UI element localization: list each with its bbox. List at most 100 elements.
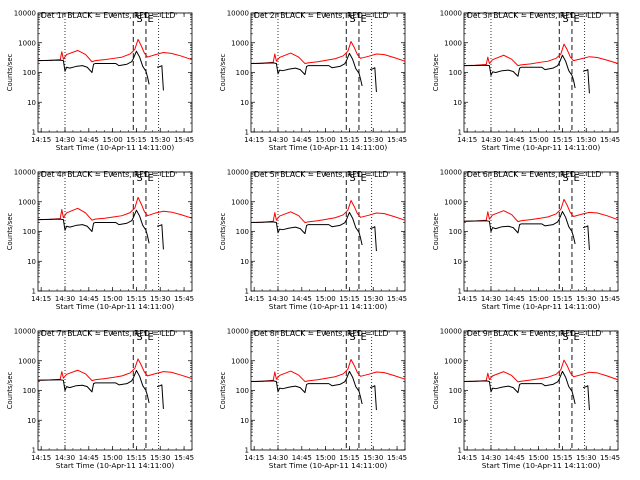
x-axis-label: Start Time (10-Apr-11 14:11:00) — [269, 143, 388, 152]
series-red-line — [37, 196, 193, 221]
panel-title: Det 7r BLACK = Events, RED = LLD — [41, 329, 176, 338]
event-marker-e: E — [148, 173, 154, 184]
y-tick-label: 10000 — [440, 169, 462, 177]
panel-title: Det 1r BLACK = Events, RED = LLD — [41, 11, 176, 20]
x-tick-label: 15:45 — [600, 454, 620, 462]
y-tick-label: 100 — [236, 228, 249, 236]
x-tick-label: 15:00 — [103, 136, 123, 144]
event-marker-s: S — [349, 332, 355, 343]
panel-title: Det 6r BLACK = Events, RED = LLD — [467, 170, 602, 179]
x-tick-label: 15:30 — [576, 136, 596, 144]
y-tick-label: 10000 — [440, 10, 462, 18]
event-marker-e: E — [148, 14, 154, 25]
series-black-line — [37, 209, 164, 250]
detector-panel-9: Det 9r BLACK = Events, RED = LLD 1 10 100 10… — [432, 328, 620, 471]
x-tick-label: 15:15 — [339, 454, 359, 462]
x-tick-label: 15:15 — [339, 295, 359, 303]
x-axis-label: Start Time (10-Apr-11 14:11:00) — [482, 143, 601, 152]
x-tick-label: 15:45 — [600, 295, 620, 303]
x-tick-label: 15:00 — [529, 454, 549, 462]
plot-frame — [463, 12, 619, 133]
x-tick-label: 15:15 — [126, 454, 146, 462]
x-tick-label: 14:15 — [31, 454, 51, 462]
plot-frame — [250, 330, 406, 451]
x-tick-label: 14:45 — [292, 454, 312, 462]
series-black-line — [250, 211, 377, 252]
x-tick-label: 14:30 — [55, 136, 75, 144]
y-tick-label: 10 — [27, 417, 36, 425]
event-marker-e: E — [574, 173, 580, 184]
y-tick-label: 100 — [23, 69, 36, 77]
x-tick-label: 14:30 — [481, 136, 501, 144]
x-tick-label: 15:30 — [363, 295, 383, 303]
panel-title: Det 2r BLACK = Events, RED = LLD — [254, 11, 389, 20]
x-tick-label: 14:45 — [505, 136, 525, 144]
y-tick-label: 100 — [236, 387, 249, 395]
x-tick-label: 14:30 — [268, 136, 288, 144]
y-axis-label: Counts/sec — [432, 54, 440, 92]
x-tick-label: 15:15 — [126, 136, 146, 144]
x-tick-label: 15:00 — [529, 136, 549, 144]
series-red-line — [37, 38, 193, 63]
x-tick-label: 15:00 — [316, 136, 336, 144]
series-black-line — [250, 52, 377, 93]
y-tick-label: 10000 — [14, 10, 36, 18]
x-tick-label: 14:15 — [31, 295, 51, 303]
x-tick-label: 14:30 — [481, 454, 501, 462]
y-tick-label: 10000 — [440, 328, 462, 336]
x-tick-label: 15:45 — [387, 454, 407, 462]
series-red-line — [463, 43, 619, 67]
x-tick-label: 14:15 — [457, 136, 477, 144]
x-axis-label: Start Time (10-Apr-11 14:11:00) — [482, 461, 601, 470]
detector-panel-7: Det 7r BLACK = Events, RED = LLD 1 10 100 10… — [6, 328, 194, 471]
plot-frame — [250, 171, 406, 292]
series-red-line — [463, 359, 619, 383]
series-black-line — [463, 370, 590, 411]
y-tick-label: 1000 — [231, 357, 249, 365]
x-axis-label: Start Time (10-Apr-11 14:11:00) — [269, 461, 388, 470]
y-axis-label: Counts/sec — [6, 54, 14, 92]
y-tick-label: 1 — [458, 288, 462, 296]
x-axis-label: Start Time (10-Apr-11 14:11:00) — [56, 461, 175, 470]
x-tick-label: 15:30 — [150, 454, 170, 462]
y-axis-label: Counts/sec — [219, 54, 227, 92]
detector-panel-1: Det 1r BLACK = Events, RED = LLD 1 10 100 10… — [6, 10, 194, 153]
x-tick-label: 15:15 — [552, 136, 572, 144]
x-tick-label: 14:45 — [79, 136, 99, 144]
x-tick-label: 15:30 — [150, 136, 170, 144]
event-marker-s: S — [562, 173, 568, 184]
x-tick-label: 15:15 — [339, 136, 359, 144]
event-marker-e: E — [361, 173, 367, 184]
x-tick-label: 14:15 — [457, 454, 477, 462]
y-tick-label: 100 — [23, 387, 36, 395]
x-tick-label: 15:00 — [103, 295, 123, 303]
detector-panel-8: Det 8r BLACK = Events, RED = LLD 1 10 100 10… — [219, 328, 407, 471]
x-tick-label: 14:30 — [55, 295, 75, 303]
x-tick-label: 14:45 — [79, 295, 99, 303]
event-marker-s: S — [349, 173, 355, 184]
detector-panel-4: Det 4r BLACK = Events, RED = LLD 1 10 100 10… — [6, 169, 194, 312]
detector-panel-6: Det 6r BLACK = Events, RED = LLD 1 10 100 10… — [432, 169, 620, 312]
y-tick-label: 100 — [449, 228, 462, 236]
y-tick-label: 1000 — [444, 39, 462, 47]
x-tick-label: 14:30 — [268, 295, 288, 303]
y-tick-label: 10 — [453, 417, 462, 425]
x-tick-label: 15:45 — [387, 136, 407, 144]
y-tick-label: 100 — [449, 387, 462, 395]
x-tick-label: 15:15 — [126, 295, 146, 303]
x-tick-label: 14:15 — [244, 136, 264, 144]
x-tick-label: 14:30 — [55, 454, 75, 462]
event-marker-s: S — [562, 332, 568, 343]
x-tick-label: 15:15 — [552, 454, 572, 462]
y-tick-label: 1 — [458, 129, 462, 137]
series-red-line — [250, 359, 406, 383]
x-tick-label: 14:15 — [31, 136, 51, 144]
series-black-line — [37, 50, 164, 91]
x-axis-label: Start Time (10-Apr-11 14:11:00) — [56, 143, 175, 152]
x-tick-label: 15:45 — [174, 295, 194, 303]
y-tick-label: 10000 — [227, 328, 249, 336]
x-axis-label: Start Time (10-Apr-11 14:11:00) — [269, 302, 388, 311]
panel-title: Det 4r BLACK = Events, RED = LLD — [41, 170, 176, 179]
y-tick-label: 10 — [240, 99, 249, 107]
